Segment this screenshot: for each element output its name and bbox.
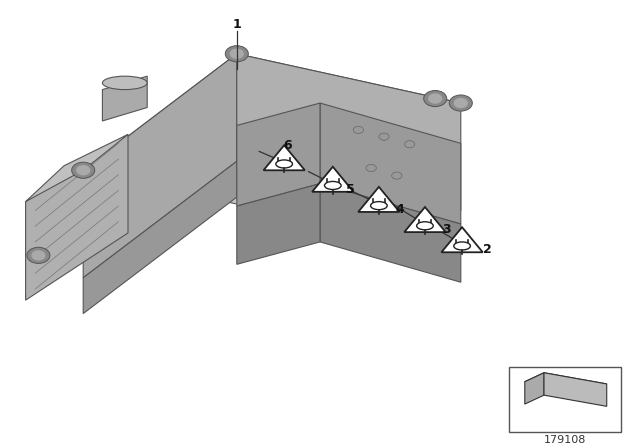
Polygon shape [237,54,461,211]
Polygon shape [544,373,607,406]
Circle shape [77,166,90,175]
Ellipse shape [276,160,292,168]
Circle shape [424,90,447,107]
Ellipse shape [324,181,341,190]
Text: 1: 1 [232,18,241,31]
Circle shape [404,141,415,148]
Circle shape [449,95,472,111]
Circle shape [353,126,364,134]
Text: 179108: 179108 [543,435,586,445]
Polygon shape [83,54,237,278]
Polygon shape [26,134,128,300]
Circle shape [429,94,442,103]
Polygon shape [404,207,445,232]
Circle shape [366,164,376,172]
Ellipse shape [371,202,387,210]
Text: 4: 4 [395,203,404,216]
FancyBboxPatch shape [509,367,621,432]
Text: 3: 3 [442,223,451,236]
Polygon shape [237,184,320,264]
Polygon shape [525,373,544,404]
Circle shape [230,49,243,58]
Circle shape [379,133,389,140]
Text: 5: 5 [346,182,355,196]
Polygon shape [442,227,483,252]
Ellipse shape [417,222,433,230]
Polygon shape [264,145,305,170]
Circle shape [225,46,248,62]
Circle shape [454,99,467,108]
Ellipse shape [454,242,470,250]
Polygon shape [358,187,399,212]
Polygon shape [83,54,461,220]
Polygon shape [237,103,320,206]
Circle shape [27,247,50,263]
Polygon shape [83,161,237,314]
Circle shape [392,172,402,179]
Polygon shape [26,134,128,202]
Polygon shape [102,76,147,121]
Text: 2: 2 [483,243,492,257]
Polygon shape [312,167,353,192]
Circle shape [32,251,45,260]
Polygon shape [320,103,461,224]
Text: 6: 6 [284,138,292,152]
Circle shape [72,162,95,178]
Ellipse shape [102,76,147,90]
Polygon shape [525,373,607,393]
Polygon shape [320,184,461,282]
